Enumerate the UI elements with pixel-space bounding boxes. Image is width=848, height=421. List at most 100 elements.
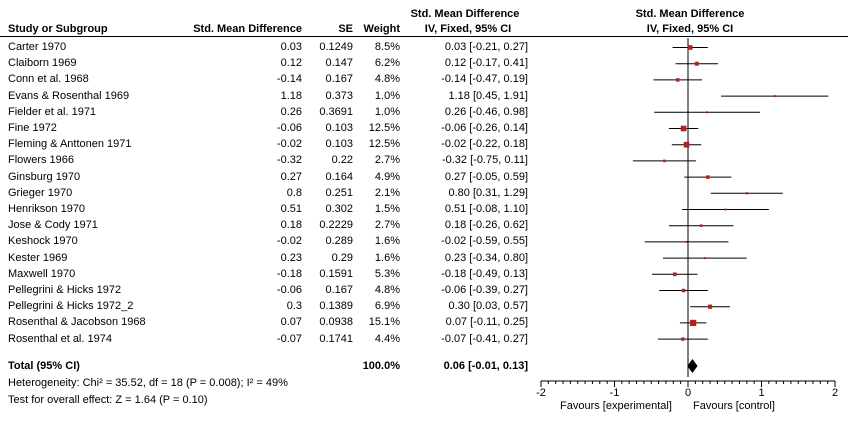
plot-column-title: Std. Mean Difference [635, 8, 745, 20]
ci-value: 0.03 [-0.21, 0.27] [444, 41, 528, 53]
study-marker [672, 272, 677, 277]
ci-value: 0.26 [-0.46, 0.98] [444, 106, 528, 118]
weight-value: 12.5% [368, 122, 400, 134]
study-marker [706, 175, 710, 179]
weight-value: 6.9% [374, 300, 400, 312]
se-value: 0.22 [331, 154, 353, 166]
se-value: 0.167 [325, 73, 353, 85]
weight-value: 8.5% [374, 41, 400, 53]
smd-value: -0.32 [276, 154, 302, 166]
ci-value: -0.06 [-0.26, 0.14] [441, 122, 528, 134]
smd-value: -0.18 [276, 268, 302, 280]
study-marker [745, 192, 748, 195]
study-name: Kester 1969 [8, 252, 68, 264]
ci-value: -0.18 [-0.49, 0.13] [441, 268, 528, 280]
study-marker [683, 141, 690, 148]
study-marker [687, 45, 693, 50]
ci-value: 0.23 [-0.34, 0.80] [444, 252, 528, 264]
study-name: Keshock 1970 [8, 235, 78, 247]
x-axis-tick-label: 0 [685, 387, 691, 399]
study-name: Jose & Cody 1971 [8, 219, 98, 231]
study-marker [685, 240, 688, 243]
x-axis-tick-label: 2 [832, 387, 838, 399]
ci-value: 0.27 [-0.05, 0.59] [444, 171, 528, 183]
total-label: Total (95% CI) [8, 360, 80, 372]
study-name: Fine 1972 [8, 122, 57, 134]
weight-value: 12.5% [368, 138, 400, 150]
se-value: 0.103 [325, 138, 353, 150]
se-value: 0.1249 [319, 41, 353, 53]
weight-value: 2.7% [374, 154, 400, 166]
smd-value: 0.3 [286, 300, 302, 312]
smd-value: 0.03 [280, 41, 302, 53]
study-name: Ginsburg 1970 [8, 171, 81, 183]
total-ci: 0.06 [-0.01, 0.13] [443, 360, 528, 372]
smd-value: -0.06 [276, 122, 302, 134]
se-value: 0.167 [325, 284, 353, 296]
favours-control-label: Favours [control] [693, 400, 775, 412]
ci-value: 1.18 [0.45, 1.91] [448, 90, 528, 102]
ci-value: 0.12 [-0.17, 0.41] [444, 57, 528, 69]
weight-value: 4.4% [374, 333, 400, 345]
plot-column-subheader: IV, Fixed, 95% CI [646, 23, 734, 35]
se-column-header: SE [338, 23, 353, 35]
study-name: Grieger 1970 [8, 187, 73, 199]
se-value: 0.302 [325, 203, 353, 215]
ci-value: 0.51 [-0.08, 1.10] [444, 203, 528, 215]
study-marker [724, 208, 727, 211]
study-marker [699, 224, 703, 228]
weight-value: 15.1% [368, 316, 400, 328]
study-marker [680, 125, 687, 132]
study-name: Flowers 1966 [8, 154, 75, 166]
x-axis-tick-label: -1 [610, 387, 620, 399]
study-marker [663, 159, 666, 163]
se-value: 0.373 [325, 90, 353, 102]
study-marker [675, 78, 680, 82]
se-value: 0.289 [325, 235, 353, 247]
weight-value: 1.6% [374, 235, 400, 247]
study-name: Pellegrini & Hicks 1972 [8, 284, 122, 296]
ci-value: -0.32 [-0.75, 0.11] [441, 154, 528, 166]
se-value: 0.147 [325, 57, 353, 69]
se-value: 0.1591 [319, 268, 353, 280]
weight-value: 1.0% [374, 106, 400, 118]
study-name: Rosenthal et al. 1974 [8, 333, 112, 345]
ci-value: 0.18 [-0.26, 0.62] [444, 219, 528, 231]
se-value: 0.1741 [319, 333, 353, 345]
favours-experimental-label: Favours [experimental] [560, 400, 672, 412]
smd-value: -0.02 [276, 138, 302, 150]
overall-effect-text: Test for overall effect: Z = 1.64 (P = 0… [8, 394, 208, 406]
smd-value: -0.06 [276, 284, 302, 296]
ci-column-title: Std. Mean Difference [410, 8, 520, 20]
smd-column-header: Std. Mean Difference [193, 23, 302, 35]
se-value: 0.1389 [319, 300, 353, 312]
se-value: 0.3691 [319, 106, 353, 118]
smd-value: 0.12 [280, 57, 302, 69]
weight-value: 1.6% [374, 252, 400, 264]
smd-value: -0.02 [276, 235, 302, 247]
study-column-header: Study or Subgroup [8, 23, 108, 35]
study-marker [681, 337, 685, 341]
ci-value: 0.80 [0.31, 1.29] [448, 187, 528, 199]
smd-value: 0.27 [280, 171, 302, 183]
study-name: Carter 1970 [8, 41, 67, 53]
se-value: 0.0938 [319, 316, 353, 328]
weight-value: 1.5% [374, 203, 400, 215]
weight-value: 5.3% [374, 268, 400, 280]
smd-value: 0.8 [286, 187, 302, 199]
study-name: Henrikson 1970 [8, 203, 86, 215]
study-name: Maxwell 1970 [8, 268, 76, 280]
weight-value: 4.8% [374, 284, 400, 296]
ci-value: 0.30 [0.03, 0.57] [448, 300, 528, 312]
study-name: Conn et al. 1968 [8, 73, 89, 85]
weight-value: 4.9% [374, 171, 400, 183]
weight-value: 6.2% [374, 57, 400, 69]
weight-value: 4.8% [374, 73, 400, 85]
smd-value: 0.07 [280, 316, 302, 328]
smd-value: 0.51 [280, 203, 302, 215]
study-name: Pellegrini & Hicks 1972_2 [8, 300, 134, 312]
study-name: Claiborn 1969 [8, 57, 77, 69]
study-marker [706, 111, 709, 114]
